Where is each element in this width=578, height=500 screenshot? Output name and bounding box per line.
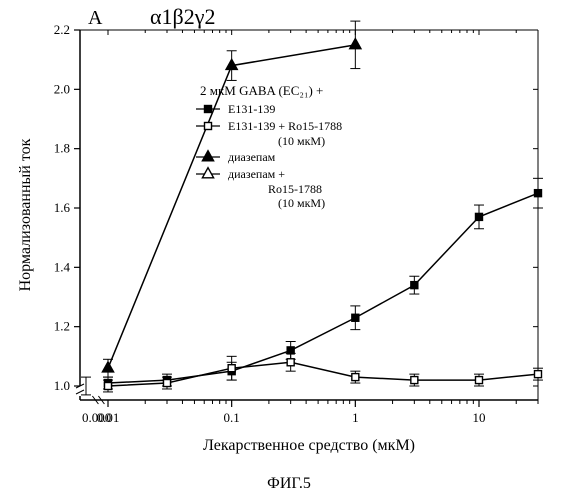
svg-text:2.2: 2.2	[54, 22, 70, 37]
svg-text:ФИГ.5: ФИГ.5	[267, 475, 311, 492]
svg-text:1.4: 1.4	[54, 259, 71, 274]
chart-svg: 1.01.21.41.61.82.02.20.010.11100.000Лека…	[0, 0, 578, 500]
chart-container: 1.01.21.41.61.82.02.20.010.11100.000Лека…	[0, 0, 578, 500]
svg-text:1.2: 1.2	[54, 319, 70, 334]
svg-text:2.0: 2.0	[54, 81, 70, 96]
svg-text:диазепам: диазепам	[228, 150, 276, 164]
svg-text:(10 мкМ): (10 мкМ)	[278, 134, 325, 148]
svg-text:1.8: 1.8	[54, 141, 70, 156]
svg-text:Лекарственное средство (мкМ): Лекарственное средство (мкМ)	[203, 437, 415, 454]
svg-text:10: 10	[472, 410, 485, 425]
svg-text:(10 мкМ): (10 мкМ)	[278, 196, 325, 210]
svg-text:A: A	[88, 7, 103, 29]
svg-text:Нормализованный ток: Нормализованный ток	[17, 138, 34, 291]
svg-text:E131-139 + Ro15-1788: E131-139 + Ro15-1788	[228, 119, 342, 133]
svg-text:α1β2γ2: α1β2γ2	[150, 4, 215, 29]
svg-text:1.0: 1.0	[54, 378, 70, 393]
svg-text:диазепам +: диазепам +	[228, 167, 285, 181]
svg-text:0.1: 0.1	[224, 410, 240, 425]
svg-text:0.000: 0.000	[82, 410, 111, 425]
svg-text:Ro15-1788: Ro15-1788	[268, 182, 322, 196]
svg-text:1.6: 1.6	[54, 200, 71, 215]
svg-text:E131-139: E131-139	[228, 102, 275, 116]
svg-text:2 мкМ GABA (EC₂₁) +: 2 мкМ GABA (EC₂₁) +	[200, 83, 323, 98]
svg-text:1: 1	[352, 410, 359, 425]
